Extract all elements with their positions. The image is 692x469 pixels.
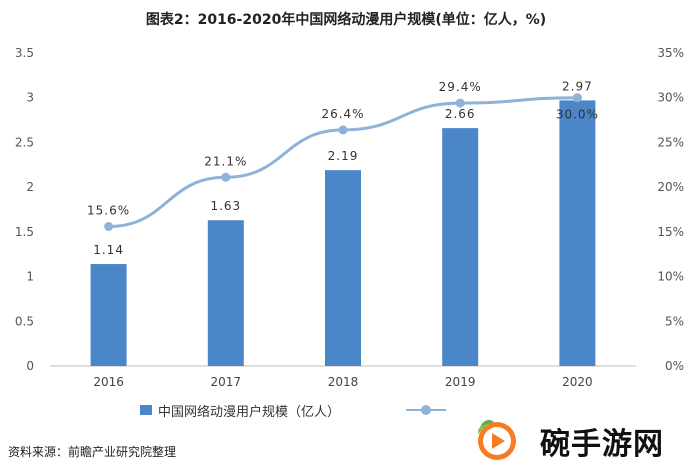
legend-bar-label: 中国网络动漫用户规模（亿人） (158, 405, 341, 420)
y-right-tick-label: 25% (657, 135, 684, 149)
y-right-tick-label: 35% (657, 46, 684, 60)
y-left-tick-label: 2 (26, 180, 34, 194)
line-point (572, 93, 582, 103)
bar-value-label: 2.66 (445, 107, 476, 121)
bar-value-label: 2.97 (562, 79, 593, 93)
y-right-tick-label: 15% (657, 225, 684, 239)
y-right-tick-label: 10% (657, 270, 684, 284)
chart-title: 图表2：2016-2020年中国网络动漫用户规模(单位：亿人，%) (145, 12, 547, 28)
line-point (455, 98, 465, 108)
brand-badge: 碗手游网 (460, 410, 692, 469)
x-tick-label: 2017 (211, 375, 242, 389)
x-tick-label: 2019 (445, 375, 476, 389)
y-left-tick-label: 3 (26, 91, 34, 105)
line-point (338, 125, 348, 135)
y-right-tick-label: 20% (657, 180, 684, 194)
line-value-label: 30.0% (556, 107, 599, 121)
bar-value-label: 1.14 (93, 243, 124, 257)
bar-value-label: 1.63 (210, 199, 241, 213)
legend-bar-swatch (140, 405, 152, 415)
legend-line-dot (421, 405, 431, 415)
brand-text: 碗手游网 (540, 427, 664, 462)
play-leaf-logo-icon (477, 420, 516, 460)
y-right-tick-label: 30% (657, 91, 684, 105)
x-tick-label: 2018 (328, 375, 359, 389)
bar (207, 220, 244, 366)
line-value-label: 29.4% (439, 80, 482, 94)
y-left-tick-label: 2.5 (15, 135, 34, 149)
bar (442, 128, 479, 366)
x-tick-label: 2016 (93, 375, 124, 389)
line-point (221, 172, 231, 182)
y-left-tick-label: 1.5 (15, 225, 34, 239)
y-left-tick-label: 0.5 (15, 314, 34, 328)
source-note: 资料来源：前瞻产业研究院整理 (8, 445, 177, 459)
line-value-label: 21.1% (204, 154, 247, 168)
x-tick-label: 2020 (562, 375, 593, 389)
y-right-tick-label: 0% (665, 359, 684, 373)
y-left-tick-label: 1 (26, 270, 34, 284)
y-right-tick-label: 5% (665, 314, 684, 328)
bar (325, 170, 361, 366)
line-point (104, 221, 114, 231)
line-value-label: 15.6% (87, 203, 130, 217)
bar (559, 100, 596, 366)
bar (90, 264, 127, 366)
y-left-tick-label: 3.5 (15, 46, 34, 60)
bar-value-label: 2.19 (328, 149, 359, 163)
line-value-label: 26.4% (321, 107, 364, 121)
y-left-tick-label: 0 (26, 359, 34, 373)
